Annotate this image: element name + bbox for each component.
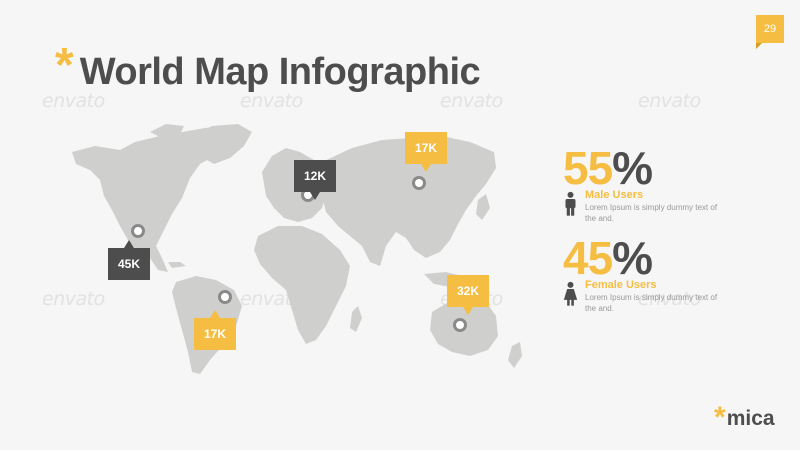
africa-shape xyxy=(254,226,350,344)
female-person-icon xyxy=(563,281,578,306)
callout-russia: 17K xyxy=(405,132,447,172)
uk-shape xyxy=(266,172,276,188)
watermark-logo: envato xyxy=(638,288,701,310)
watermark-logo: envato xyxy=(42,90,105,112)
caribbean-shape xyxy=(168,262,186,268)
new-zealand-shape xyxy=(508,342,522,368)
page-number-badge: 29 xyxy=(756,15,784,49)
arctic-islands-shape xyxy=(150,124,184,138)
watermark-logo: envato xyxy=(240,90,303,112)
stat-description: Lorem Ipsum is simply dummy text of the … xyxy=(585,203,718,223)
stat-male: 55% Male Users Lorem Ipsum is simply dum… xyxy=(563,145,723,224)
title-star-icon: * xyxy=(55,39,74,92)
map-marker-south-america[interactable] xyxy=(218,290,232,304)
male-person-icon xyxy=(565,191,576,216)
stat-description: Lorem Ipsum is simply dummy text of the … xyxy=(585,293,718,313)
asia-shape xyxy=(322,136,496,266)
madagascar-shape xyxy=(350,306,362,332)
callout-south-america: 17K xyxy=(194,310,236,350)
stat-value: 55% xyxy=(563,142,653,194)
callout-europe: 12K xyxy=(294,160,336,200)
map-marker-russia[interactable] xyxy=(412,176,426,190)
stat-label: Male Users xyxy=(585,189,644,201)
watermark-logo: envato xyxy=(638,90,701,112)
watermark-logo: envato xyxy=(42,288,105,310)
map-marker-australia[interactable] xyxy=(453,318,467,332)
north-america-shape xyxy=(72,126,238,272)
brand-name: mica xyxy=(726,407,775,430)
stat-value: 45% xyxy=(563,232,653,284)
brand-logo: * mica xyxy=(714,401,775,434)
title-row: * World Map Infographic xyxy=(55,39,481,96)
page-title: World Map Infographic xyxy=(79,51,481,93)
brand-star-icon: * xyxy=(714,401,726,434)
greenland-shape xyxy=(192,124,252,164)
map-marker-north-america[interactable] xyxy=(131,224,145,238)
callout-australia: 32K xyxy=(447,275,489,315)
callout-north-america: 45K xyxy=(108,240,150,280)
stat-label: Female Users xyxy=(585,279,657,291)
stat-female: 45% Female Users Lorem Ipsum is simply d… xyxy=(563,235,723,314)
japan-shape xyxy=(476,194,490,220)
watermark-logo: envato xyxy=(440,90,503,112)
